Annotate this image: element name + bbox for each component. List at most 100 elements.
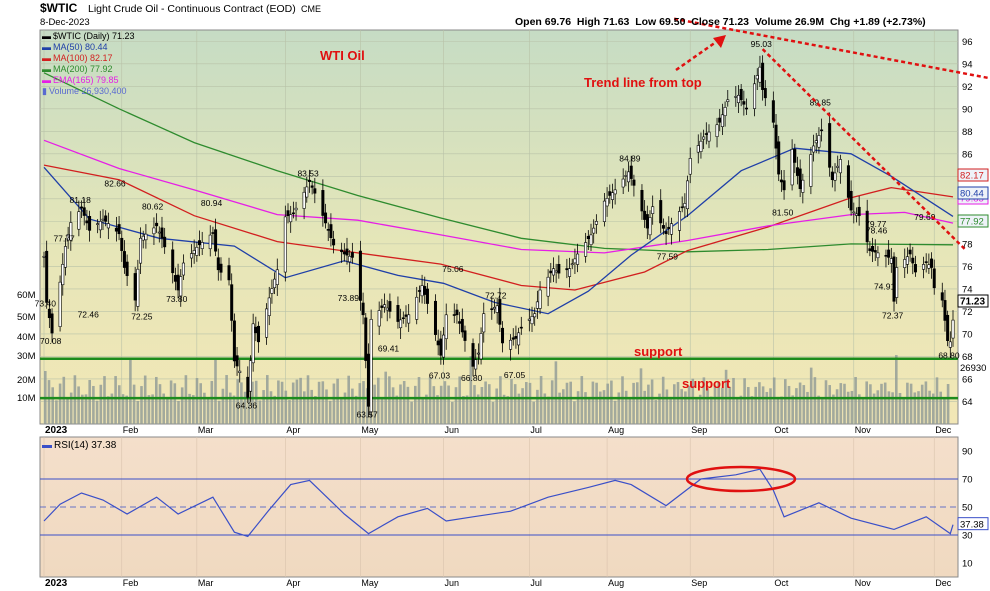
legend-ma200: ▬ MA(200) 77.92 <box>42 64 113 74</box>
price-label: 78.46 <box>866 226 888 236</box>
candle-body <box>45 250 49 303</box>
candle-body <box>289 214 293 223</box>
candle-body <box>680 206 684 209</box>
candle-body <box>621 178 625 188</box>
volume-bar <box>221 388 225 424</box>
candle-body <box>313 188 317 194</box>
candle-body <box>565 268 569 271</box>
candle-body <box>399 319 403 329</box>
rsi-x-tick-label: Jul <box>530 578 542 588</box>
candle-body <box>257 325 261 343</box>
rsi-x-tick-label: Apr <box>286 578 300 588</box>
volume-bar <box>639 368 643 424</box>
candle-body <box>181 262 185 276</box>
last-value-label: 80.44 <box>960 189 984 200</box>
candle-body <box>171 249 175 274</box>
candle-body <box>753 83 757 109</box>
volume-bar <box>395 395 399 424</box>
candle-body <box>755 75 759 80</box>
volume-bar <box>473 385 476 424</box>
volume-bar <box>391 387 395 424</box>
volume-bar <box>447 385 450 424</box>
candle-body <box>884 255 888 257</box>
volume-bar <box>806 391 809 424</box>
volume-bar <box>928 390 931 424</box>
volume-bar <box>613 400 617 424</box>
volume-bar <box>843 383 846 424</box>
volume-bar <box>336 378 339 424</box>
volume-bar <box>499 376 502 424</box>
volume-bar <box>846 391 850 424</box>
candle-body <box>771 100 775 123</box>
volume-bar <box>106 396 110 424</box>
price-label: 70.08 <box>40 336 62 346</box>
price-tick-label: 90 <box>962 104 973 115</box>
volume-bar <box>821 397 824 424</box>
volume-bar <box>58 383 62 424</box>
candle-body <box>310 185 314 188</box>
candle-body <box>211 232 215 234</box>
price-panel <box>39 29 959 425</box>
rsi-series: 10 30 50 70 90 37.38 <box>40 447 989 570</box>
candle-body <box>511 337 515 340</box>
candle-body <box>101 218 105 221</box>
volume-bar <box>765 391 769 424</box>
candle-body <box>779 179 783 183</box>
volume-bar <box>576 391 580 424</box>
volume-bar <box>854 377 857 424</box>
volume-bar <box>747 387 750 424</box>
volume-bar <box>946 384 950 424</box>
candle-body <box>763 88 767 99</box>
candle-body <box>589 234 593 246</box>
rsi-tick-label: 10 <box>962 559 973 570</box>
volume-tick-label: 30M <box>17 351 36 362</box>
volume-bar <box>488 384 491 424</box>
volume-bar <box>266 375 269 424</box>
volume-bar <box>591 381 595 424</box>
volume-bar <box>554 361 558 424</box>
volume-bar <box>354 395 358 424</box>
candle-body <box>889 258 893 264</box>
volume-bar <box>595 382 598 424</box>
volume-bar <box>173 383 177 424</box>
volume-bar <box>717 382 720 424</box>
volume-bar <box>351 388 354 424</box>
volume-bar <box>328 400 332 424</box>
volume-bar <box>691 378 695 424</box>
volume-bar <box>876 390 880 424</box>
price-label: 66.80 <box>461 373 483 383</box>
price-label: 81.50 <box>772 207 794 217</box>
volume-bar <box>869 384 872 424</box>
candle-body <box>388 301 392 312</box>
rsi-tick-label: 70 <box>962 475 973 486</box>
volume-bar <box>628 396 632 424</box>
volume-bar <box>284 390 288 424</box>
candle-body <box>155 222 159 227</box>
volume-bar <box>166 396 169 424</box>
candle-body <box>495 305 499 313</box>
candle-body <box>720 114 724 127</box>
volume-bar <box>676 382 680 424</box>
candle-body <box>903 259 907 268</box>
candle-body <box>517 332 521 346</box>
trend-line <box>673 17 990 80</box>
price-tick-label: 86 <box>962 149 973 160</box>
candle-body <box>887 249 891 258</box>
candle-body <box>549 270 553 274</box>
volume-bar <box>687 385 691 424</box>
price-label: 81.18 <box>70 195 92 205</box>
candle-body <box>163 236 167 248</box>
volume-bar <box>872 393 876 424</box>
volume-bar <box>177 400 180 424</box>
volume-bar <box>195 378 199 424</box>
candle-body <box>817 135 821 148</box>
candle-body <box>624 175 628 177</box>
volume-bar <box>721 387 724 424</box>
candle-body <box>114 227 118 232</box>
volume-bar <box>88 380 91 424</box>
volume-bar <box>532 401 535 424</box>
volume-bar <box>188 393 191 424</box>
candle-body <box>777 141 781 175</box>
price-tick-label: 96 <box>962 37 973 48</box>
candle-body <box>846 165 850 198</box>
